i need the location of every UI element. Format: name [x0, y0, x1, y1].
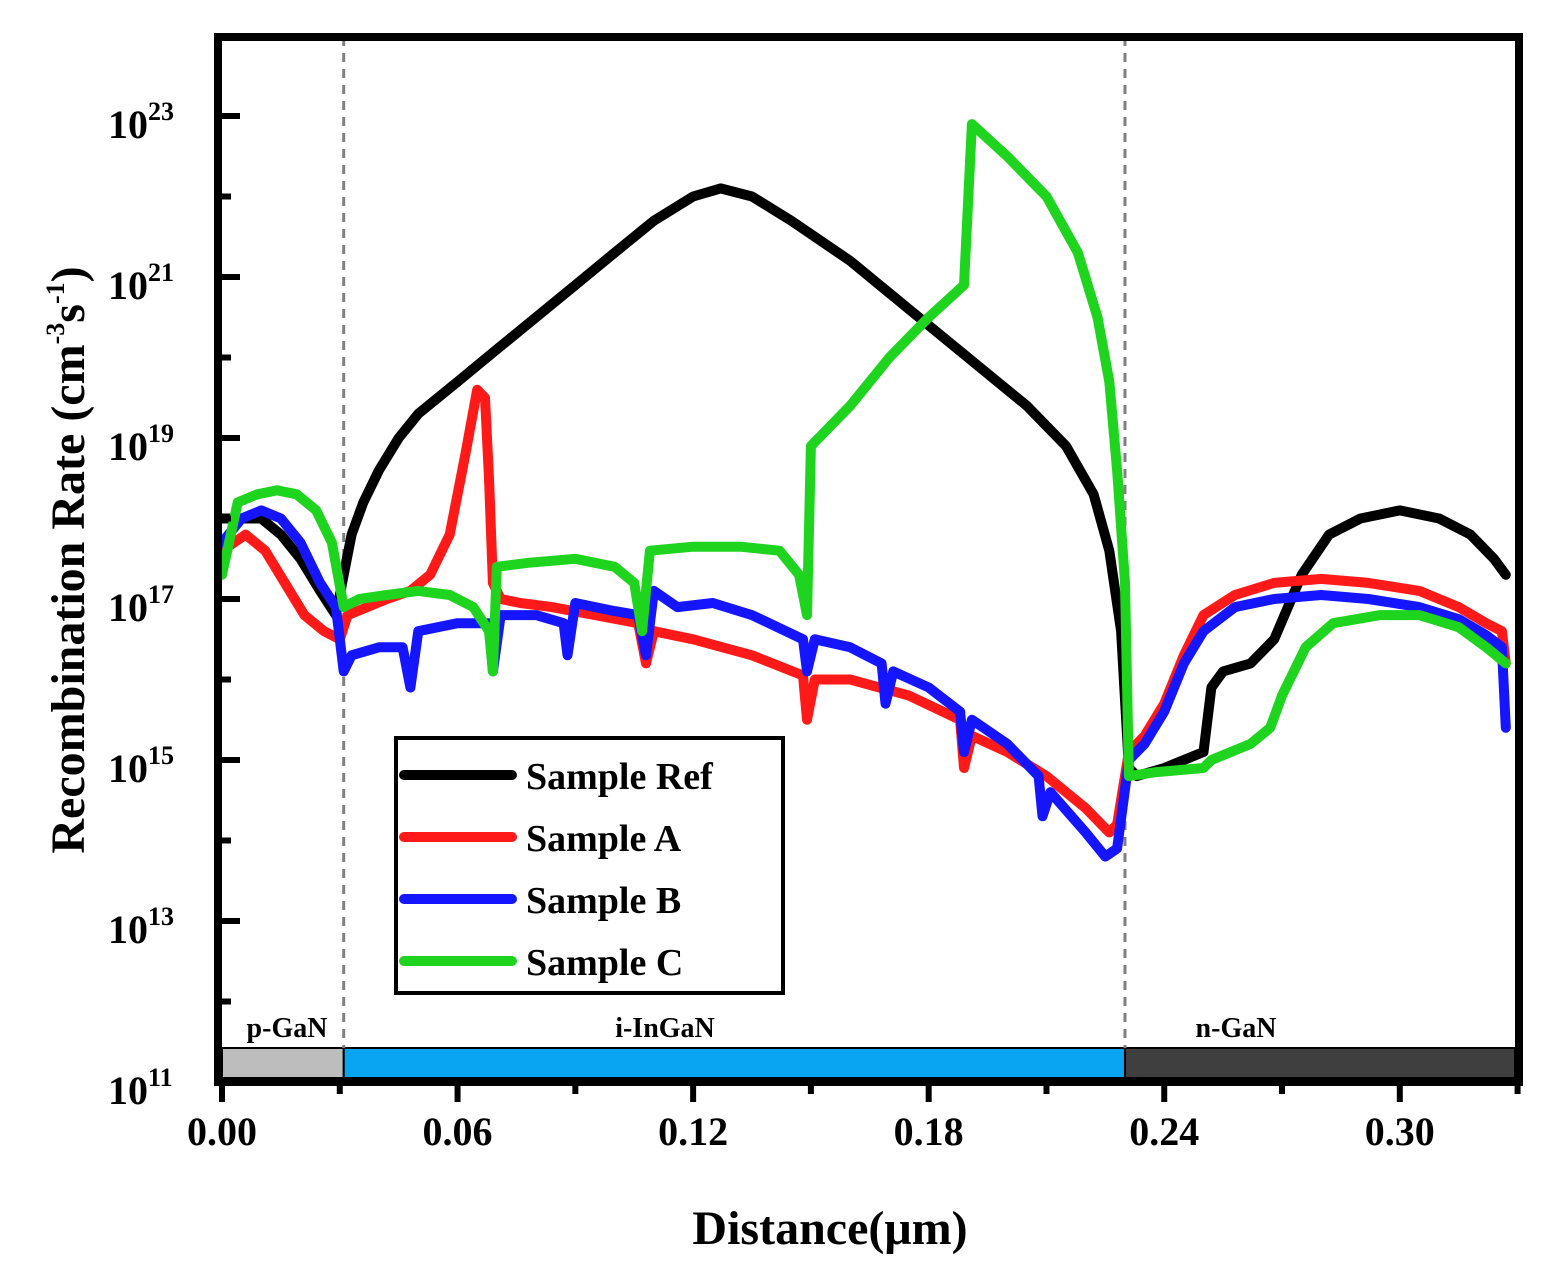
x-axis-tick-labels: 0.00 0.06 0.12 0.18 0.24 0.30 — [187, 1109, 1435, 1154]
x-axis-ticks — [219, 1082, 1521, 1102]
y-tick-exp-4: 19 — [148, 419, 174, 448]
x-tick-label-1: 0.06 — [423, 1109, 493, 1154]
y-tick-label-4: 1019 — [108, 419, 174, 469]
legend-box — [394, 736, 785, 995]
y-axis-title-end: ) — [42, 266, 95, 282]
y-axis-title-exp1: -3 — [41, 323, 70, 345]
plot-frame — [214, 33, 1523, 1086]
region-bar-1 — [342, 1047, 1126, 1079]
legend-label-2: Sample B — [526, 880, 681, 922]
x-axis-title: Distance(μm) — [692, 1202, 967, 1255]
y-tick-base-2: 10 — [108, 746, 148, 791]
y-tick-exp-2: 15 — [148, 741, 174, 770]
region-labels: p-GaN i-InGaN n-GaN — [247, 1013, 1277, 1044]
region-boundaries — [342, 37, 1127, 1048]
y-tick-label-1: 1013 — [108, 902, 174, 952]
series-line-2 — [217, 505, 1511, 862]
y-tick-base-3: 10 — [108, 585, 148, 630]
region-label-0: p-GaN — [247, 1013, 328, 1044]
y-axis-title-main: Recombination Rate (cm — [42, 344, 95, 853]
series-line-3 — [217, 119, 1511, 782]
x-tick-label-0: 0.00 — [187, 1109, 257, 1154]
y-tick-label-5: 1021 — [108, 258, 174, 308]
y-tick-exp-6: 23 — [148, 97, 174, 126]
y-tick-base-4: 10 — [108, 424, 148, 469]
region-label-2: n-GaN — [1196, 1013, 1277, 1044]
x-tick-label-5: 0.30 — [1365, 1109, 1435, 1154]
y-tick-label-6: 1023 — [108, 97, 174, 147]
y-axis-title-mid: s — [42, 304, 95, 323]
y-tick-exp-3: 17 — [148, 580, 174, 609]
region-bar-0 — [221, 1047, 345, 1079]
y-axis-title: Recombination Rate (cm-3s-1) — [41, 266, 95, 853]
y-tick-label-3: 1017 — [108, 580, 174, 630]
y-tick-exp-1: 13 — [148, 902, 174, 931]
y-tick-exp-0: 11 — [148, 1063, 173, 1092]
series-line-0 — [217, 183, 1511, 782]
y-tick-base-1: 10 — [108, 907, 148, 952]
region-bar-2 — [1123, 1047, 1516, 1079]
x-tick-label-2: 0.12 — [658, 1109, 728, 1154]
y-axis-title-exp2: -1 — [41, 282, 70, 304]
series-layer — [217, 119, 1511, 862]
legend: Sample Ref Sample A Sample B Sample C — [394, 736, 785, 995]
y-tick-label-2: 1015 — [108, 741, 174, 791]
y-tick-label-0: 1011 — [108, 1063, 173, 1113]
y-tick-base-0: 10 — [108, 1068, 148, 1113]
y-axis-ticks — [218, 113, 240, 1085]
legend-label-1: Sample A — [526, 818, 682, 860]
legend-label-0: Sample Ref — [526, 756, 714, 798]
region-label-1: i-InGaN — [615, 1013, 715, 1044]
y-tick-exp-5: 21 — [148, 258, 174, 287]
legend-items: Sample Ref Sample A Sample B Sample C — [399, 756, 714, 984]
region-bars — [221, 1047, 1516, 1079]
y-tick-base-5: 10 — [108, 263, 148, 308]
x-tick-label-4: 0.24 — [1129, 1109, 1199, 1154]
y-tick-base-6: 10 — [108, 102, 148, 147]
legend-label-3: Sample C — [526, 942, 683, 984]
x-tick-label-3: 0.18 — [894, 1109, 964, 1154]
